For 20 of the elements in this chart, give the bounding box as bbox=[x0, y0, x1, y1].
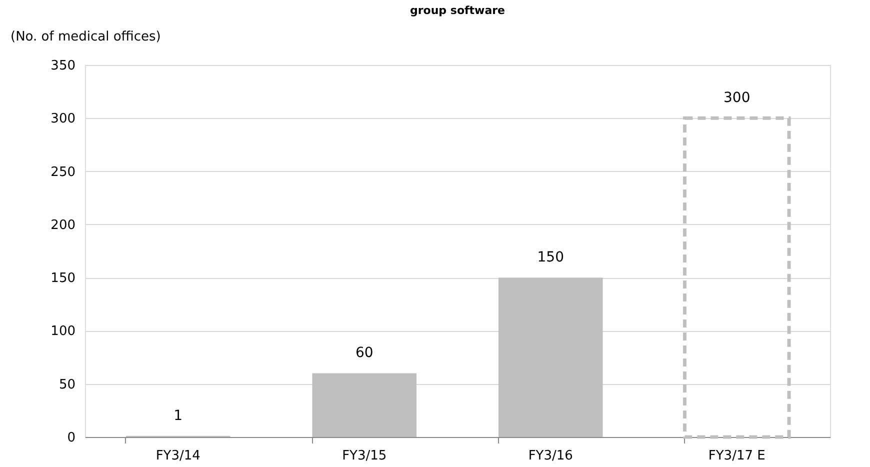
bar bbox=[498, 278, 603, 437]
bar bbox=[312, 373, 417, 437]
data-label: 1 bbox=[174, 408, 183, 424]
x-tick-label: FY3/16 bbox=[528, 448, 573, 464]
data-label: 300 bbox=[724, 90, 750, 106]
y-tick-label: 350 bbox=[50, 58, 76, 74]
y-tick-label: 150 bbox=[50, 271, 76, 286]
y-tick-label: 50 bbox=[58, 377, 76, 392]
data-label: 150 bbox=[537, 250, 564, 266]
x-tick-label: FY3/17 E bbox=[708, 448, 766, 464]
x-tick-label: FY3/14 bbox=[156, 448, 200, 464]
y-tick-label: 0 bbox=[67, 430, 76, 446]
y-tick-label: 100 bbox=[50, 324, 76, 340]
data-label: 60 bbox=[355, 345, 374, 362]
chart-title: group software bbox=[410, 4, 506, 17]
y-tick-label: 250 bbox=[50, 164, 76, 180]
x-tick-label: FY3/15 bbox=[342, 448, 387, 464]
y-axis-title: (No. of medical offices) bbox=[10, 30, 161, 44]
y-tick-label: 300 bbox=[50, 112, 76, 127]
y-tick-label: 200 bbox=[50, 218, 76, 233]
